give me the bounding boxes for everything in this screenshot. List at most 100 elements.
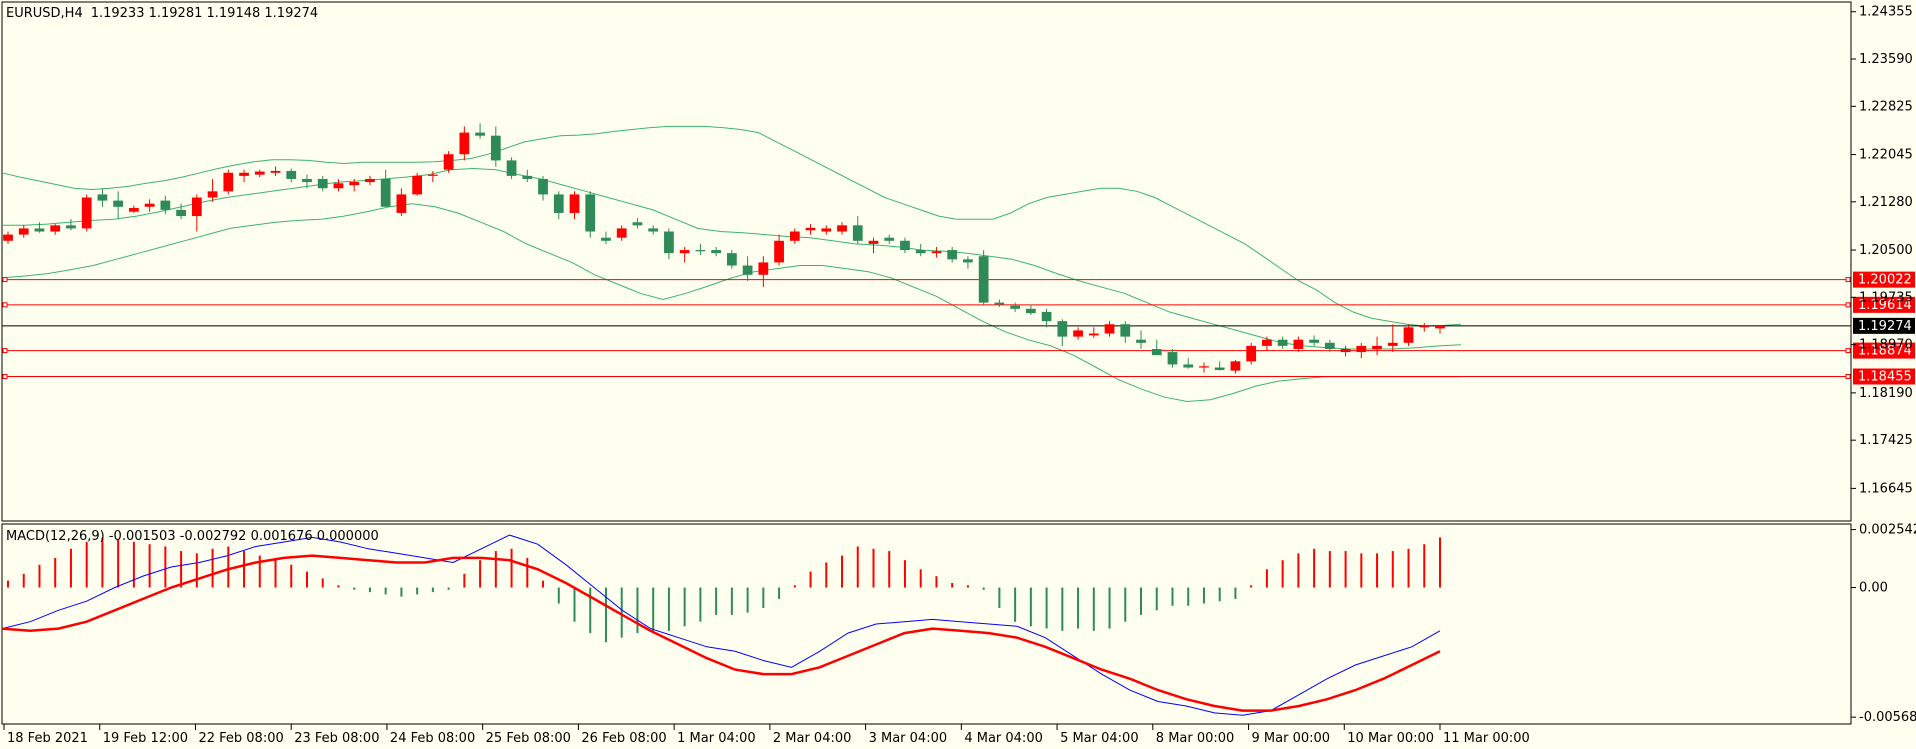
candle bbox=[931, 246, 942, 258]
candle-body bbox=[601, 237, 611, 241]
candle bbox=[978, 250, 989, 306]
candle-body bbox=[317, 178, 328, 189]
level-handle-left[interactable] bbox=[2, 302, 8, 308]
candle-body bbox=[1104, 324, 1115, 334]
candle bbox=[805, 224, 816, 235]
candle bbox=[1073, 327, 1083, 340]
horizontal-levels[interactable]: 1.20022 1.19614 1.18874 1.18455 1.19274 bbox=[2, 271, 1915, 385]
candle-body bbox=[50, 225, 61, 232]
candle bbox=[1372, 336, 1382, 356]
candle-body bbox=[428, 174, 438, 176]
candle bbox=[837, 222, 847, 235]
candle bbox=[1120, 321, 1131, 343]
candle-body bbox=[884, 237, 895, 241]
candle bbox=[742, 256, 753, 281]
time-tick-label: 18 Feb 2021 bbox=[7, 731, 88, 746]
candle bbox=[1025, 304, 1036, 315]
candle-body bbox=[1277, 339, 1288, 346]
price-tick-label: 1.16645 bbox=[1859, 481, 1913, 496]
candle-body bbox=[34, 228, 45, 232]
candle bbox=[475, 123, 485, 139]
candle-body bbox=[18, 228, 29, 235]
candle bbox=[1199, 362, 1209, 373]
candle bbox=[191, 194, 202, 232]
level-handle-left[interactable] bbox=[2, 277, 8, 283]
candle-body bbox=[868, 240, 879, 244]
candle-body bbox=[380, 178, 391, 207]
symbol-header: EURUSD,H4 1.19233 1.19281 1.19148 1.19274 bbox=[6, 6, 318, 21]
candle-body bbox=[475, 132, 485, 136]
level-handle-right[interactable] bbox=[1845, 277, 1851, 283]
price-tick-label: 1.18970 bbox=[1859, 338, 1913, 353]
candle-body bbox=[1387, 342, 1398, 346]
time-tick-label: 25 Feb 08:00 bbox=[486, 731, 571, 746]
candle-body bbox=[333, 183, 344, 189]
candle-body bbox=[994, 302, 1005, 305]
candle bbox=[1183, 358, 1194, 369]
candle-body bbox=[286, 170, 297, 179]
candle bbox=[1340, 345, 1351, 357]
price-tick-label: 1.22045 bbox=[1859, 148, 1913, 163]
candle-body bbox=[1419, 326, 1430, 328]
time-tick-label: 19 Feb 12:00 bbox=[103, 731, 188, 746]
macd-window-frame bbox=[1, 523, 1852, 725]
candle-body bbox=[254, 171, 265, 175]
candle bbox=[380, 169, 391, 207]
level-handle-left[interactable] bbox=[2, 373, 8, 379]
time-tick-label: 3 Mar 04:00 bbox=[869, 731, 948, 746]
candle-body bbox=[191, 197, 202, 217]
candle bbox=[1057, 319, 1068, 346]
macd-indicator: 0.002542 0.00 -0.005687 bbox=[1, 523, 1916, 725]
time-tick-label: 4 Mar 04:00 bbox=[964, 731, 1043, 746]
time-tick-label: 22 Feb 08:00 bbox=[198, 731, 283, 746]
candle bbox=[1324, 339, 1335, 353]
current-price-tag bbox=[1853, 317, 1915, 334]
price-tick-label: 1.20500 bbox=[1859, 243, 1913, 258]
level-price-tag bbox=[1853, 342, 1915, 359]
candle bbox=[412, 172, 423, 196]
candle bbox=[286, 168, 297, 183]
candle bbox=[726, 250, 737, 269]
candle-body bbox=[223, 172, 234, 192]
candle-body bbox=[1088, 333, 1099, 336]
candle-body bbox=[1372, 345, 1382, 349]
candle-body bbox=[963, 259, 973, 263]
level-price-label: 1.19614 bbox=[1858, 298, 1912, 313]
bollinger-lower-band bbox=[1, 203, 1461, 403]
price-window-frame bbox=[1, 1, 1852, 522]
candle-body bbox=[726, 253, 737, 266]
candle bbox=[774, 234, 784, 266]
level-handle-right[interactable] bbox=[1845, 348, 1851, 354]
level-handle-left[interactable] bbox=[2, 348, 8, 354]
time-tick-label: 8 Mar 00:00 bbox=[1156, 731, 1235, 746]
candle-body bbox=[695, 250, 706, 252]
candle bbox=[695, 243, 706, 256]
candle bbox=[1403, 324, 1414, 346]
candle bbox=[1214, 361, 1225, 371]
candle-body bbox=[144, 203, 155, 207]
candle bbox=[1010, 302, 1020, 312]
candle-body bbox=[490, 135, 501, 161]
candle-body bbox=[1230, 361, 1241, 371]
candle bbox=[254, 169, 265, 178]
candle bbox=[915, 243, 926, 257]
candle-body bbox=[1340, 348, 1351, 353]
candle bbox=[66, 219, 76, 231]
price-tick-label: 1.22825 bbox=[1859, 99, 1913, 114]
candle-body bbox=[239, 172, 249, 176]
candle-body bbox=[616, 228, 627, 238]
candle-body bbox=[97, 194, 108, 201]
macd-tick-label: 0.00 bbox=[1859, 581, 1888, 596]
candle-body bbox=[553, 194, 564, 213]
level-handle-right[interactable] bbox=[1845, 302, 1851, 308]
candle bbox=[459, 126, 470, 161]
time-tick-label: 10 Mar 00:00 bbox=[1347, 731, 1434, 746]
candle-body bbox=[1041, 311, 1052, 322]
candle-body bbox=[632, 222, 643, 226]
candle bbox=[1419, 323, 1430, 332]
candle bbox=[963, 256, 973, 269]
time-axis: 18 Feb 2021 19 Feb 12:00 22 Feb 08:00 23 Fe… bbox=[3, 724, 1530, 746]
level-handle-right[interactable] bbox=[1845, 373, 1851, 379]
candle bbox=[1293, 336, 1304, 353]
